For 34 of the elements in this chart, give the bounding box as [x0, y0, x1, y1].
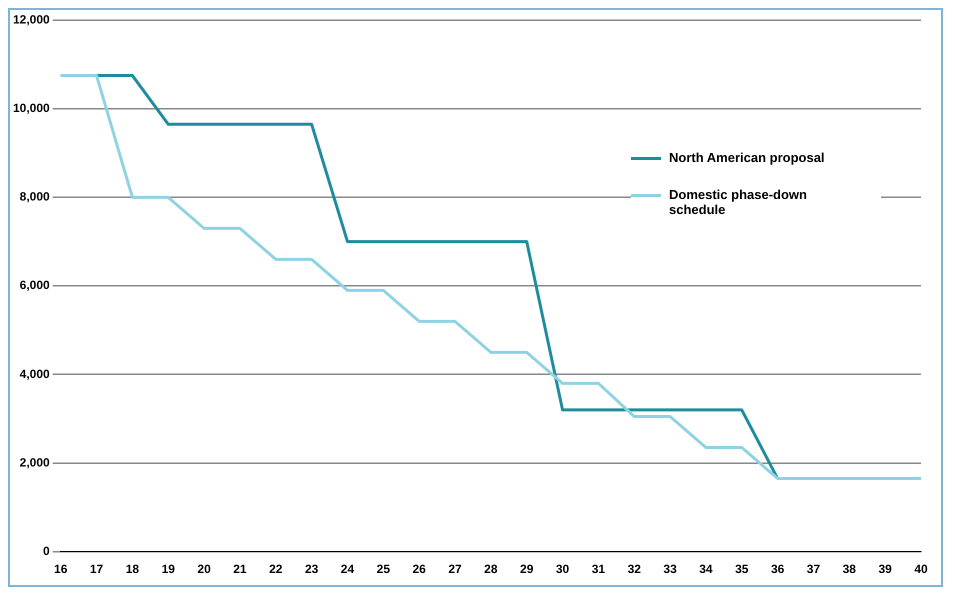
x-tick-label: 37 [806, 562, 820, 576]
x-tick-label: 29 [520, 562, 534, 576]
x-tick-label: 35 [735, 562, 749, 576]
x-tick-label: 33 [663, 562, 678, 576]
x-tick-label: 38 [842, 562, 856, 576]
x-tick-label: 18 [126, 562, 140, 576]
legend-label: Domestic phase-down schedule [669, 187, 808, 217]
y-tick-label: 8,000 [20, 190, 50, 204]
x-tick-label: 20 [197, 562, 212, 576]
y-tick-label: 12,000 [13, 12, 50, 27]
x-tick-label: 17 [90, 562, 104, 576]
y-tick-label: 6,000 [20, 278, 50, 292]
x-tick-label: 32 [628, 562, 642, 576]
x-tick-label: 19 [162, 562, 176, 576]
x-tick-label: 27 [448, 562, 462, 576]
x-tick-label: 40 [914, 562, 928, 576]
x-tick-label: 34 [699, 562, 713, 576]
y-tick-label: 10,000 [13, 101, 50, 116]
x-tick-label: 24 [340, 562, 354, 576]
x-tick-label: 28 [484, 562, 498, 576]
x-tick-label: 30 [556, 562, 570, 576]
x-tick-label: 26 [412, 562, 426, 576]
y-tick-label: 2,000 [20, 455, 50, 470]
x-tick-label: 36 [770, 562, 785, 576]
y-tick-label: 0 [43, 544, 50, 558]
x-tick-label: 23 [304, 562, 319, 576]
y-tick-label: 4,000 [20, 366, 50, 381]
x-tick-label: 39 [878, 562, 892, 576]
x-tick-label: 16 [54, 562, 68, 576]
x-tick-label: 31 [592, 562, 606, 576]
x-tick-label: 25 [376, 562, 390, 576]
legend-label: North American proposal [669, 150, 826, 165]
x-tick-label: 22 [269, 562, 283, 576]
x-tick-label: 21 [233, 562, 247, 576]
